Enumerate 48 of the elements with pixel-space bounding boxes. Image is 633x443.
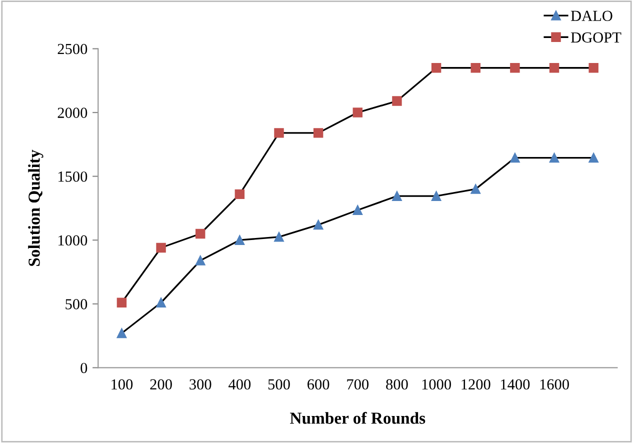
point <box>392 96 402 106</box>
point <box>352 205 363 215</box>
point <box>274 128 284 138</box>
point <box>234 235 245 245</box>
x-tick-label: 300 <box>190 379 212 390</box>
point <box>234 189 245 200</box>
x-tick-label: 1000 <box>422 379 451 390</box>
point <box>510 63 520 73</box>
point <box>588 63 598 73</box>
point <box>431 191 442 201</box>
x-tick-label: 1600 <box>540 379 569 390</box>
point <box>549 152 560 163</box>
point <box>156 242 166 253</box>
y-tick-label: 2500 <box>58 44 88 54</box>
x-tick-label: 100 <box>112 379 133 390</box>
point <box>195 256 206 266</box>
y-tick-label: 500 <box>66 299 88 310</box>
y-tick-label: 1500 <box>58 171 88 182</box>
x-axis-title: Number of Rounds <box>290 412 426 424</box>
y-tick-label: 0 <box>80 362 88 374</box>
point <box>431 63 442 73</box>
point <box>274 232 284 242</box>
point <box>195 228 206 239</box>
point <box>156 298 166 308</box>
legend-label: DGOPT <box>570 32 622 43</box>
point <box>313 128 324 138</box>
point <box>510 152 520 163</box>
point <box>116 298 127 308</box>
y-tick-label: 1000 <box>58 235 88 246</box>
point <box>470 63 480 73</box>
point <box>470 184 480 194</box>
y-tick-label: 2000 <box>58 108 88 118</box>
point <box>313 220 324 230</box>
y-axis-title: Solution Quality <box>28 150 44 266</box>
point <box>392 191 402 201</box>
x-tick-label: 1200 <box>462 379 490 390</box>
point <box>352 108 363 118</box>
x-tick-label: 200 <box>150 379 172 390</box>
x-tick-label: 1400 <box>501 379 530 390</box>
x-tick-label: 700 <box>347 379 369 390</box>
point <box>549 63 560 73</box>
legend-label: DALO <box>570 10 612 22</box>
x-tick-label: 500 <box>268 379 290 390</box>
x-tick-label: 400 <box>228 379 251 390</box>
point <box>116 328 127 338</box>
x-tick-label: 600 <box>308 379 330 390</box>
x-tick-label: 800 <box>386 379 408 390</box>
point <box>588 152 598 163</box>
